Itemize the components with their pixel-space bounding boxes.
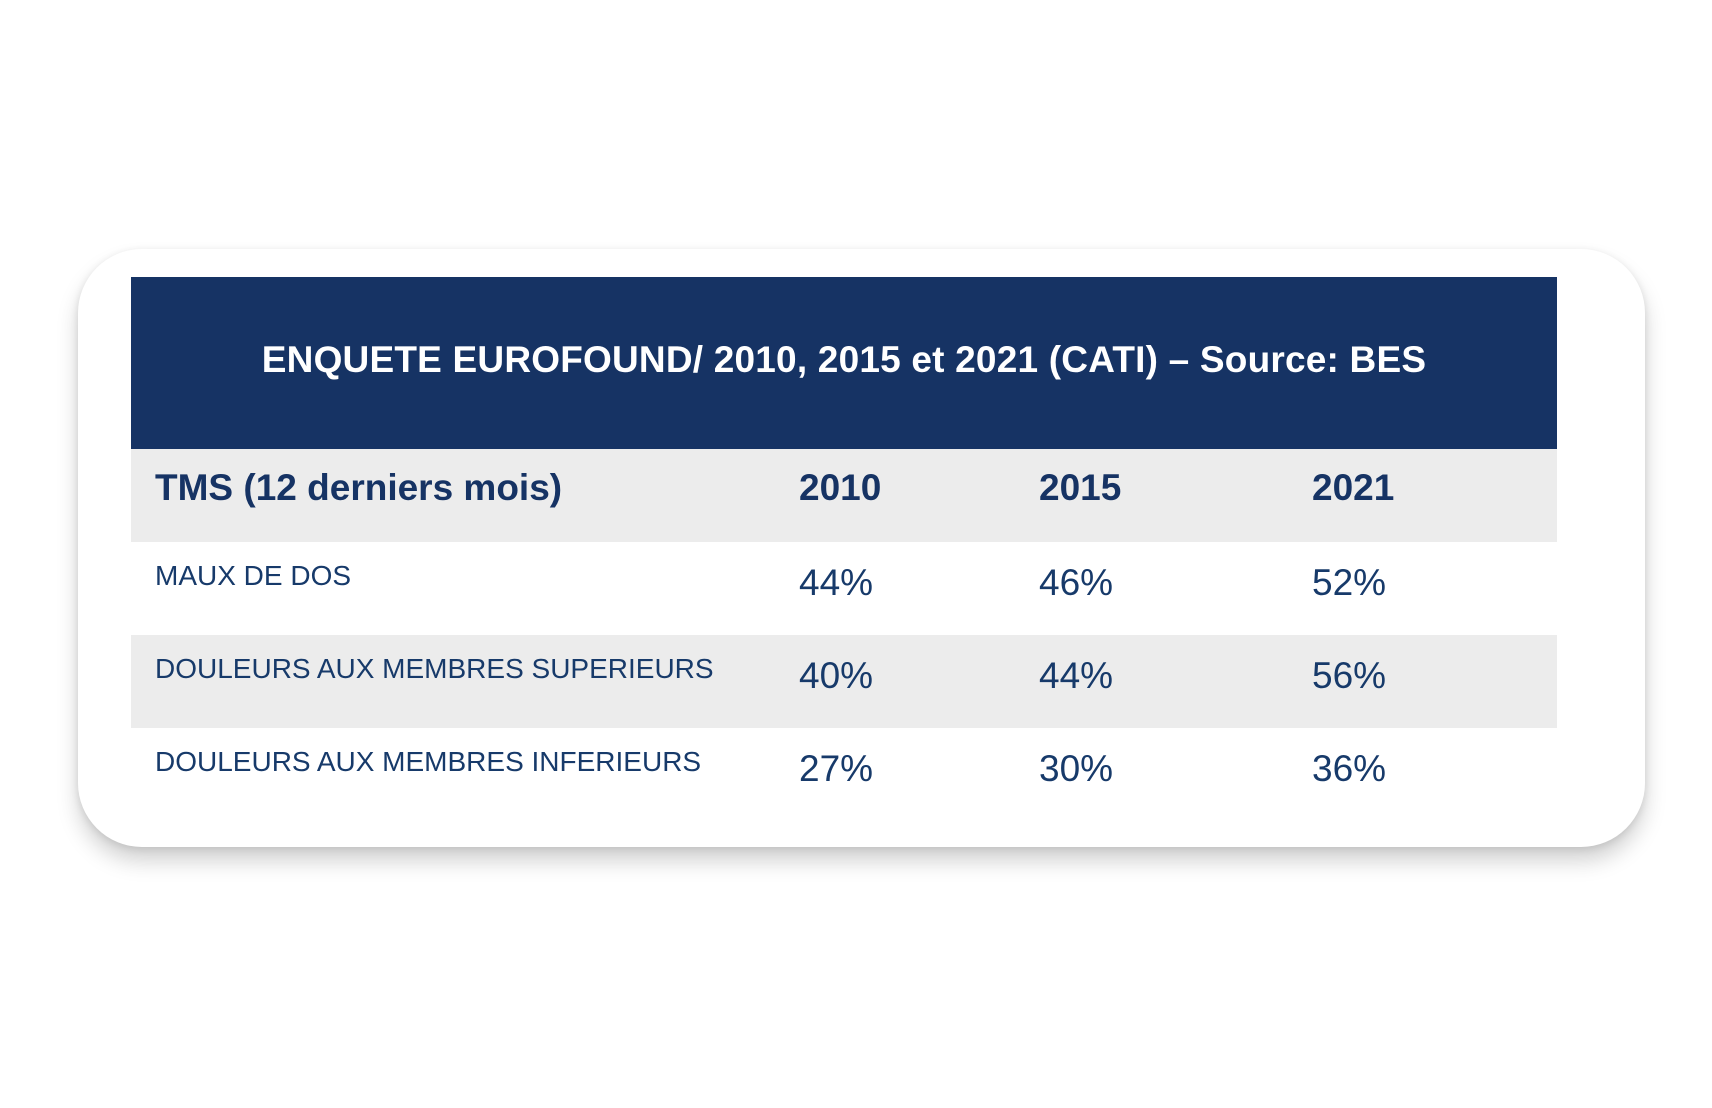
value-cell: 44% bbox=[799, 562, 874, 603]
column-header-2015: 2015 bbox=[1039, 467, 1122, 508]
column-header-tms: TMS (12 derniers mois) bbox=[155, 467, 563, 508]
value-cell: 56% bbox=[1312, 655, 1387, 696]
value-cell: 40% bbox=[799, 655, 874, 696]
column-header-2021: 2021 bbox=[1312, 467, 1395, 508]
row-label: DOULEURS AUX MEMBRES INFERIEURS bbox=[155, 746, 702, 777]
table-header-row: TMS (12 derniers mois) 2010 2015 2021 bbox=[131, 449, 1557, 542]
value-cell: 36% bbox=[1312, 748, 1387, 789]
table-row-membres-superieurs: DOULEURS AUX MEMBRES SUPERIEURS 40% 44% … bbox=[131, 635, 1557, 728]
row-label: MAUX DE DOS bbox=[155, 560, 352, 591]
row-label: DOULEURS AUX MEMBRES SUPERIEURS bbox=[155, 653, 714, 684]
value-cell: 52% bbox=[1312, 562, 1387, 603]
value-cell: 30% bbox=[1039, 748, 1114, 789]
value-cell: 27% bbox=[799, 748, 874, 789]
column-header-2010: 2010 bbox=[799, 467, 882, 508]
value-cell: 46% bbox=[1039, 562, 1114, 603]
data-table: ENQUETE EUROFOUND/ 2010, 2015 et 2021 (C… bbox=[131, 277, 1557, 821]
value-cell: 44% bbox=[1039, 655, 1114, 696]
table-row-membres-inferieurs: DOULEURS AUX MEMBRES INFERIEURS 27% 30% … bbox=[131, 728, 1557, 821]
table-row-maux-de-dos: MAUX DE DOS 44% 46% 52% bbox=[131, 542, 1557, 635]
table-title: ENQUETE EUROFOUND/ 2010, 2015 et 2021 (C… bbox=[131, 277, 1557, 449]
